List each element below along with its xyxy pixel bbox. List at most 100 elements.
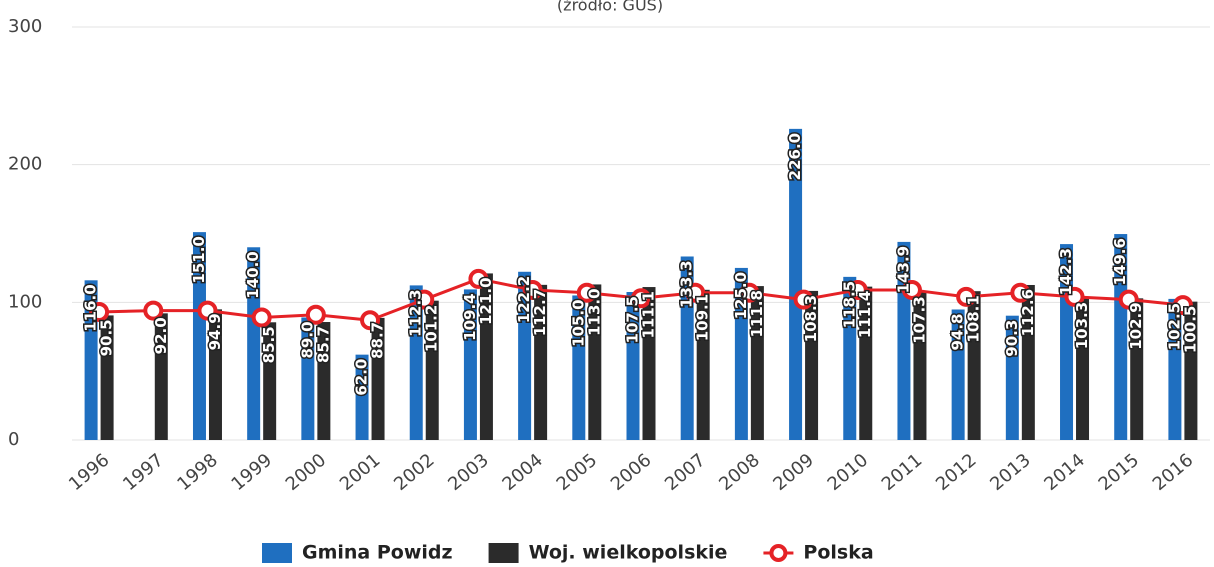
data-label: 116.0 xyxy=(82,284,100,331)
data-label: 108.3 xyxy=(802,295,820,342)
data-label: 85.5 xyxy=(260,326,278,363)
bar xyxy=(750,286,764,440)
line-marker xyxy=(956,286,977,307)
bar xyxy=(951,309,965,440)
data-label: 140.0 xyxy=(244,251,262,298)
bar xyxy=(1005,315,1019,440)
data-label: 88.7 xyxy=(369,322,387,359)
x-tick-label: 2002 xyxy=(390,450,439,496)
y-tick-label: 200 xyxy=(8,154,42,175)
line-marker xyxy=(1118,289,1139,310)
legend-swatch xyxy=(262,543,292,563)
data-label: 111.4 xyxy=(856,291,874,338)
line-marker xyxy=(251,307,272,328)
bar xyxy=(789,128,803,440)
y-tick-label: 0 xyxy=(8,429,19,450)
data-label: 101.2 xyxy=(423,305,441,352)
line-marker xyxy=(847,279,868,300)
data-label: 149.6 xyxy=(1111,238,1129,285)
line-marker xyxy=(631,288,651,309)
x-tick-label: 2011 xyxy=(878,450,927,496)
line-marker xyxy=(793,289,814,310)
legend-label: Woj. wielkopolskie xyxy=(529,542,728,564)
bar xyxy=(626,292,640,440)
data-label: 142.3 xyxy=(1057,248,1075,295)
data-label: 113.0 xyxy=(585,288,603,335)
data-label: 226.0 xyxy=(786,133,804,180)
x-tick-label: 2008 xyxy=(715,450,764,496)
bar xyxy=(192,232,206,440)
data-label: 107.3 xyxy=(910,296,928,343)
line-marker xyxy=(414,289,435,310)
bar xyxy=(734,267,748,440)
data-label: 108.1 xyxy=(965,295,983,342)
line-marker xyxy=(1172,295,1193,316)
x-tick-label: 2012 xyxy=(932,450,981,496)
legend-label: Gmina Powidz xyxy=(302,542,453,564)
bar xyxy=(843,276,857,440)
bar xyxy=(301,317,315,440)
x-tick-label: 1998 xyxy=(173,450,222,496)
y-tick-label: 300 xyxy=(8,16,42,37)
x-tick-label: 2001 xyxy=(336,450,385,496)
line-marker xyxy=(901,279,922,300)
bar xyxy=(859,286,873,440)
x-tick-label: 2005 xyxy=(553,450,602,496)
x-tick-label: 1997 xyxy=(119,450,168,496)
bar xyxy=(208,309,222,440)
bar xyxy=(479,273,493,440)
data-label: 111.8 xyxy=(748,290,766,337)
data-label: 62.0 xyxy=(353,359,371,396)
bar xyxy=(371,317,385,440)
data-label: 151.0 xyxy=(190,236,208,283)
data-label: 103.3 xyxy=(1073,302,1091,349)
line-marker xyxy=(522,279,543,300)
y-tick-label: 100 xyxy=(8,291,42,312)
bar xyxy=(1076,297,1090,440)
x-tick-label: 1996 xyxy=(65,450,114,496)
data-label: 109.4 xyxy=(461,293,479,340)
bar xyxy=(425,300,439,440)
data-label: 118.5 xyxy=(840,281,858,328)
legend-label: Polska xyxy=(803,542,873,564)
data-label: 143.9 xyxy=(894,246,912,293)
data-label: 121.0 xyxy=(477,277,495,324)
bar xyxy=(355,354,369,440)
x-tick-label: 1999 xyxy=(228,450,277,496)
bar xyxy=(1021,284,1035,440)
data-label: 109.1 xyxy=(694,294,712,341)
line-marker xyxy=(739,282,760,303)
line-marker xyxy=(143,300,164,321)
data-label: 105.0 xyxy=(569,299,587,346)
data-label: 112.6 xyxy=(1019,289,1037,336)
data-label: 112.7 xyxy=(531,289,549,336)
x-tick-label: 2007 xyxy=(661,450,710,496)
bar xyxy=(247,247,261,440)
bar xyxy=(1168,298,1182,440)
bar xyxy=(463,289,477,440)
bar xyxy=(154,313,168,440)
data-label: 92.0 xyxy=(152,317,170,354)
bar xyxy=(588,284,602,440)
bar xyxy=(409,285,423,440)
legend-marker xyxy=(769,544,788,562)
x-tick-label: 2003 xyxy=(444,450,493,496)
x-tick-label: 2013 xyxy=(986,450,1035,496)
x-tick-label: 2016 xyxy=(1149,450,1198,496)
data-label: 102.9 xyxy=(1127,302,1145,349)
x-tick-label: 2015 xyxy=(1095,450,1144,496)
x-tick-label: 2000 xyxy=(282,450,331,496)
bar xyxy=(100,315,114,440)
bar xyxy=(518,271,532,440)
line-marker xyxy=(360,310,381,331)
data-label: 133.3 xyxy=(678,260,696,307)
bar xyxy=(1130,298,1144,440)
bar xyxy=(913,292,927,440)
data-label: 90.3 xyxy=(1003,320,1021,357)
bar xyxy=(534,284,548,440)
data-label: 107.5 xyxy=(624,296,642,343)
data-label: 85.7 xyxy=(314,326,332,363)
line-marker xyxy=(685,282,706,303)
data-label: 89.0 xyxy=(298,321,316,358)
